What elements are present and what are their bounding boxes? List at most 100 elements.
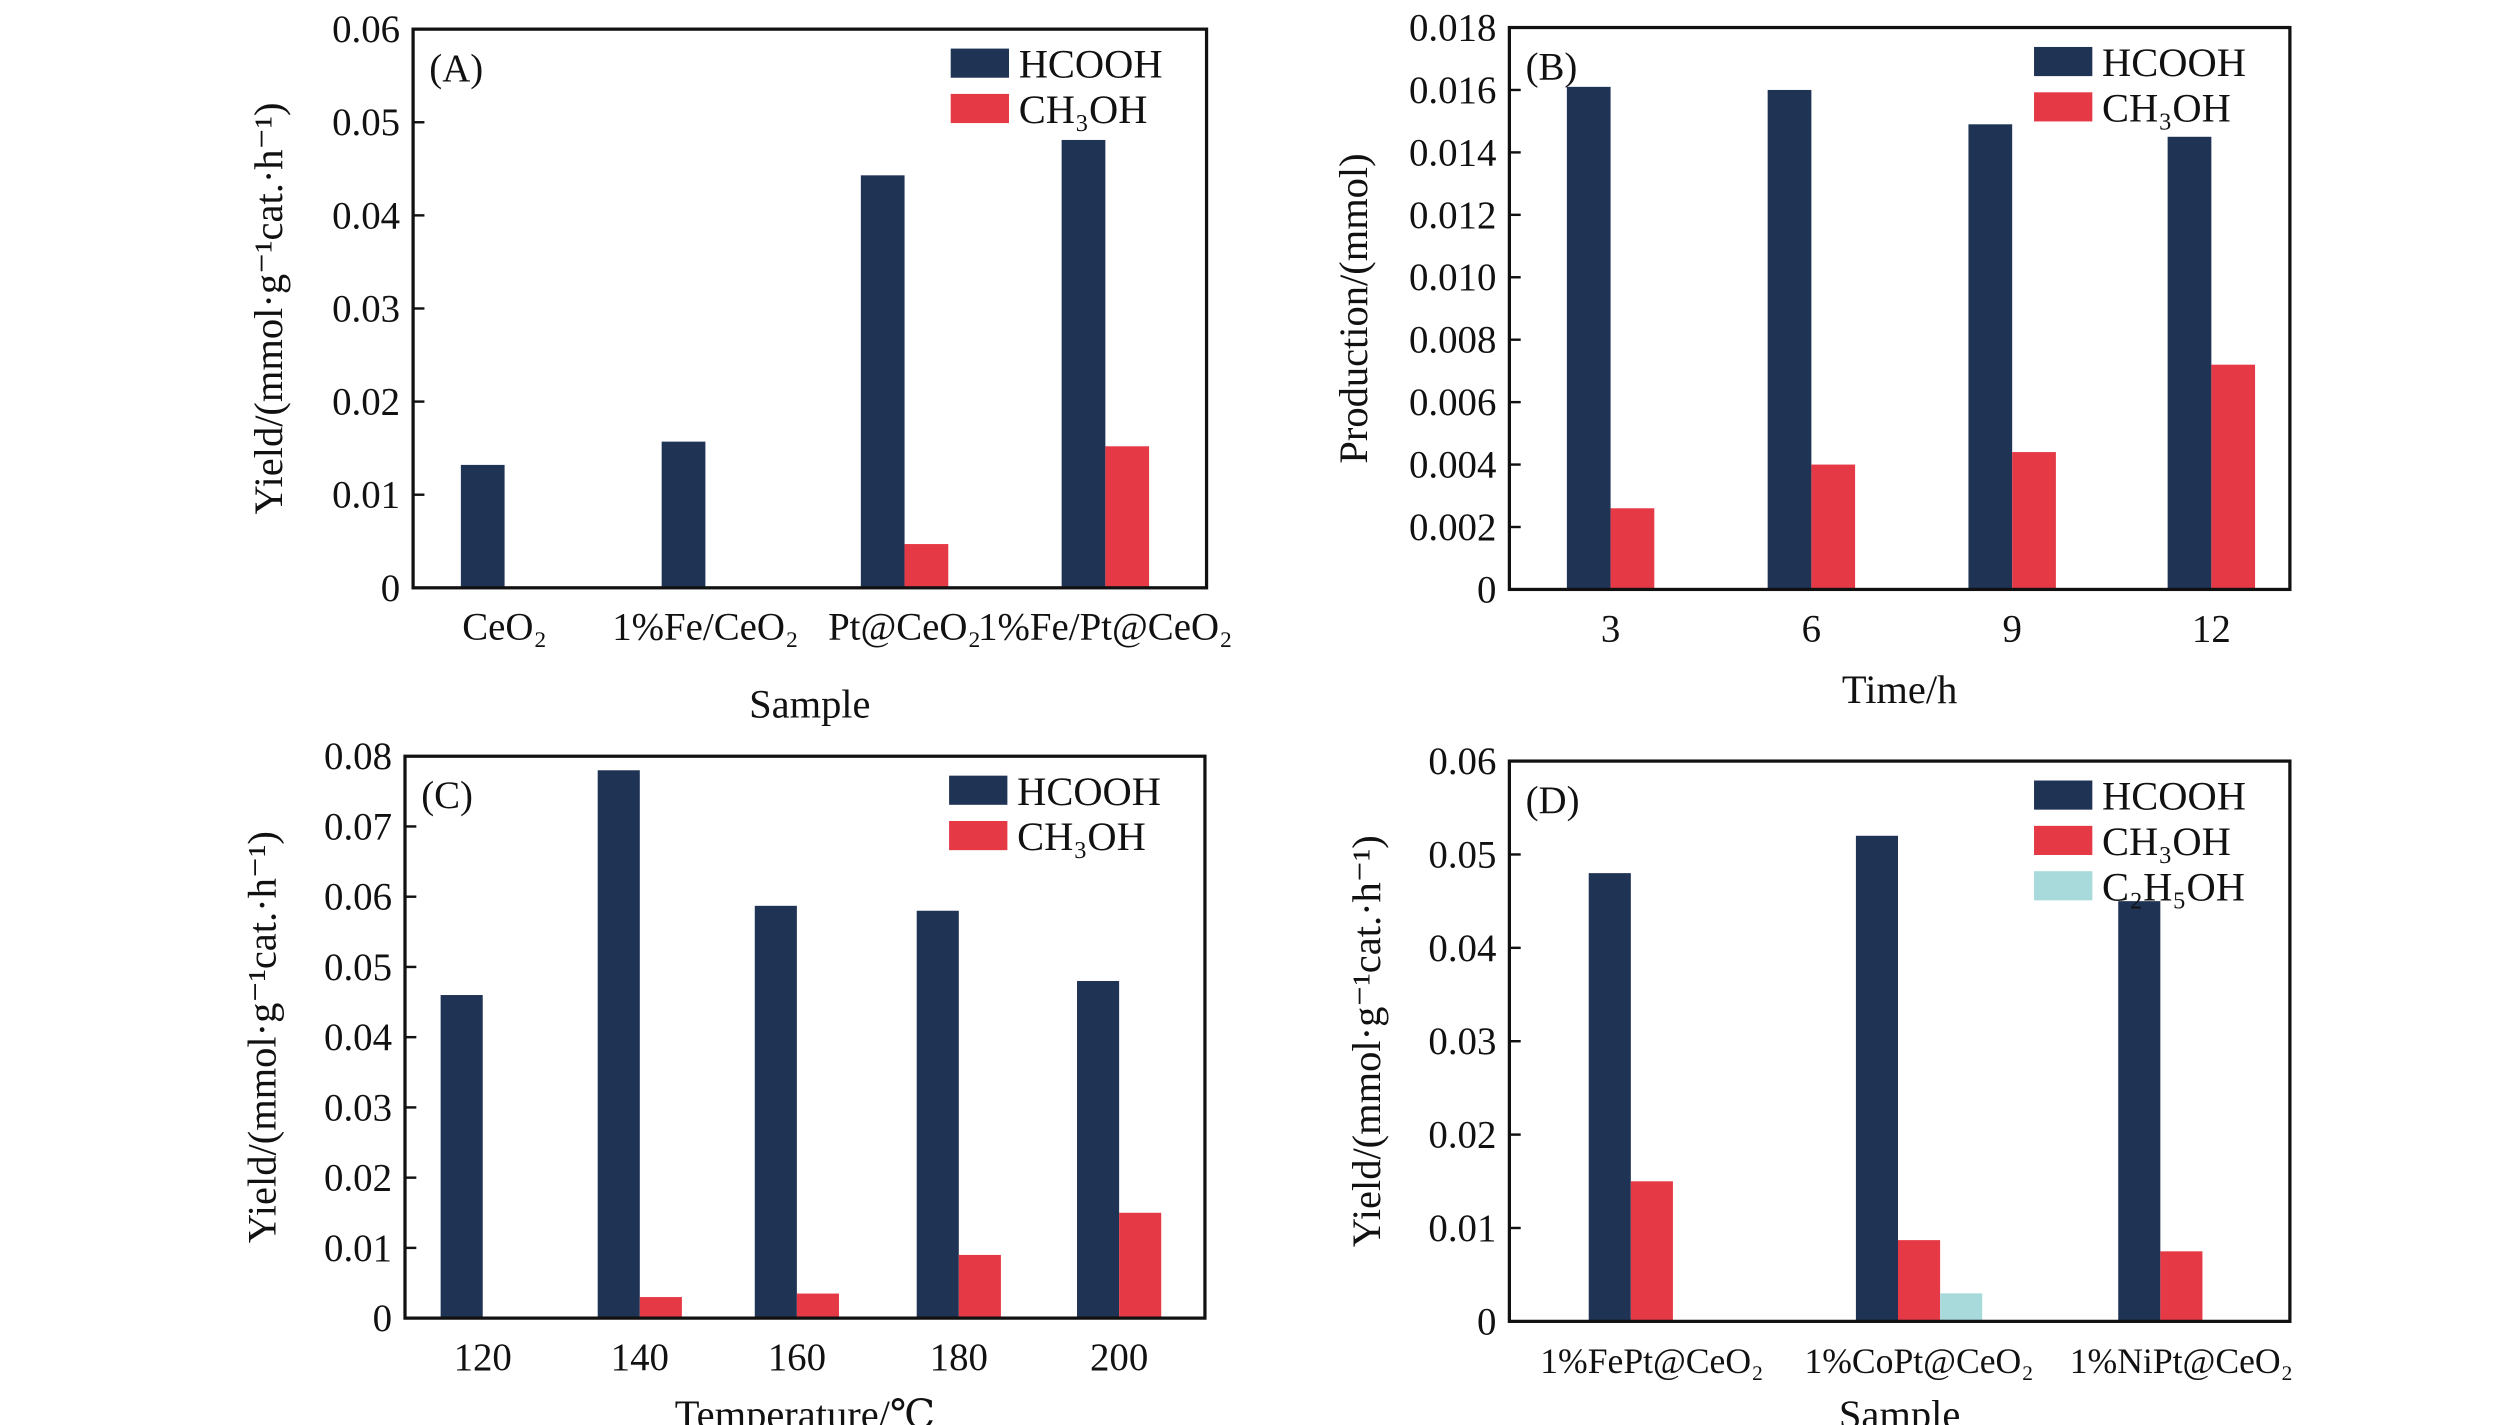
bar-ch3oh-4 (1119, 1212, 1162, 1319)
y-tick-label: 0.01 (1428, 1207, 1496, 1250)
y-axis-label: Yield/(mmol·g⁻¹cat.·h⁻¹) (246, 102, 291, 514)
y-tick-label: 0.04 (332, 194, 400, 237)
y-tick-label: 0 (373, 1297, 392, 1340)
bar-hcooh-2 (754, 905, 797, 1319)
bar-hcooh-0 (1566, 86, 1611, 590)
x-tick-label: 1%Fe/Pt@CeO₂ (978, 606, 1232, 649)
panel-label: (A) (429, 47, 483, 90)
y-tick-label: 0.004 (1409, 444, 1496, 487)
y-tick-label: 0.02 (332, 381, 400, 424)
x-tick-label: 1%NiPt@CeO₂ (2070, 1341, 2293, 1381)
legend-label-ch3oh: CH₃OH (1017, 814, 1146, 859)
y-tick-label: 0.06 (332, 8, 400, 51)
y-tick-label: 0.02 (324, 1157, 392, 1200)
x-tick-label: 6 (1802, 607, 1821, 650)
bar-ch3oh-1 (1898, 1240, 1941, 1322)
legend-swatch-hcooh (2034, 780, 2093, 810)
y-tick-label: 0.04 (324, 1016, 392, 1059)
y-axis-label: Yield/(mmol·g⁻¹cat.·h⁻¹) (239, 831, 284, 1243)
x-tick-label: 1%Fe/CeO₂ (612, 606, 798, 649)
x-tick-label: 160 (768, 1336, 826, 1379)
legend-label-c2h5oh: C₂H₅OH (2102, 864, 2245, 909)
bar-ch3oh-2 (796, 1293, 839, 1319)
bar-ch3oh-0 (1610, 508, 1655, 590)
bar-ch3oh-1 (639, 1297, 682, 1319)
chart-panel-c: 120 140 160 180 200 0 0.01 0.02 0.03 0.04 0.05 0.06… (239, 735, 1207, 1425)
y-tick-label: 0.06 (324, 876, 392, 919)
legend-label-ch3oh: CH₃OH (2102, 85, 2231, 130)
x-tick-label: 3 (1601, 607, 1620, 650)
bar-ch3oh-0 (1630, 1181, 1673, 1322)
bar-ch3oh-2 (904, 544, 949, 588)
bar-hcooh-3 (2167, 136, 2212, 590)
bar-hcooh-0 (460, 464, 505, 588)
x-tick-label: 180 (930, 1336, 988, 1379)
panel-label: (D) (1526, 779, 1580, 822)
y-tick-label: 0.014 (1409, 131, 1496, 174)
bar-hcooh-1 (1855, 835, 1899, 1322)
x-axis-label: Sample (749, 681, 870, 726)
y-tick-label: 0.03 (324, 1086, 392, 1129)
bar-hcooh-0 (1588, 873, 1631, 1322)
bar-hcooh-2 (1968, 124, 2013, 590)
y-tick-label: 0.08 (324, 735, 392, 778)
y-tick-label: 0.03 (1428, 1020, 1496, 1063)
x-tick-label: 1%CoPt@CeO₂ (1804, 1341, 2033, 1381)
y-tick-label: 0.016 (1409, 69, 1496, 112)
bar-hcooh-1 (661, 441, 706, 588)
bar-hcooh-0 (440, 995, 483, 1319)
legend-swatch-c2h5oh (2034, 871, 2093, 901)
chart-panel-b: 3 6 9 12 0 0.002 0.004 0.006 0.008 0.010 0.012 0.01… (1331, 6, 2292, 712)
y-tick-label: 0.008 (1409, 319, 1496, 362)
x-axis-label: Temperature/℃ (675, 1392, 935, 1425)
legend-label-hcooh: HCOOH (1019, 42, 1163, 87)
y-tick-label: 0.012 (1409, 194, 1496, 237)
legend-swatch-ch3oh (2034, 825, 2093, 855)
legend-swatch-ch3oh (950, 93, 1010, 124)
x-tick-label: CeO₂ (462, 606, 547, 649)
plot-frame (1507, 25, 2292, 592)
y-tick-label: 0 (1477, 1300, 1496, 1343)
y-tick-label: 0.002 (1409, 506, 1496, 549)
bar-ch3oh-2 (2012, 452, 2056, 590)
legend-label-ch3oh: CH₃OH (2102, 819, 2231, 864)
y-tick-label: 0.04 (1428, 927, 1496, 970)
x-tick-label: 9 (2002, 607, 2021, 650)
bar-ch3oh-1 (1811, 464, 1856, 590)
x-axis-label: Sample (1839, 1392, 1960, 1425)
legend-swatch-hcooh (950, 48, 1010, 78)
bar-hcooh-4 (1077, 980, 1120, 1319)
x-tick-label: 1%FePt@CeO₂ (1540, 1341, 1763, 1381)
panel-label: (B) (1526, 45, 1578, 88)
bar-hcooh-2 (2118, 901, 2161, 1322)
y-tick-label: 0.01 (324, 1227, 392, 1270)
y-tick-label: 0.006 (1409, 381, 1496, 424)
y-tick-label: 0.07 (324, 805, 392, 848)
legend-swatch-ch3oh (2034, 92, 2093, 122)
legend-label-hcooh: HCOOH (1017, 769, 1161, 814)
y-tick-label: 0 (381, 567, 400, 610)
bar-c2h5oh-1 (1940, 1293, 1983, 1322)
legend-label-ch3oh: CH₃OH (1019, 87, 1148, 132)
x-axis-label: Time/h (1842, 667, 1957, 712)
legend-label-hcooh: HCOOH (2102, 40, 2246, 85)
y-tick-label: 0.05 (332, 101, 400, 144)
bar-ch3oh-3 (958, 1254, 1001, 1319)
x-tick-label: 200 (1090, 1336, 1148, 1379)
legend-swatch-hcooh (2034, 46, 2093, 77)
x-tick-label: 120 (454, 1336, 512, 1379)
bar-hcooh-1 (1767, 89, 1812, 590)
bar-hcooh-3 (1061, 139, 1106, 588)
legend-swatch-ch3oh (949, 820, 1008, 851)
y-tick-label: 0.01 (332, 474, 400, 517)
bar-hcooh-2 (860, 175, 905, 588)
bar-hcooh-1 (597, 770, 640, 1319)
y-tick-label: 0.02 (1428, 1114, 1496, 1157)
y-tick-label: 0.018 (1409, 6, 1496, 49)
bar-ch3oh-2 (2160, 1251, 2203, 1322)
bar-ch3oh-3 (1105, 446, 1150, 588)
legend-swatch-hcooh (949, 775, 1008, 805)
x-tick-label: 140 (611, 1336, 669, 1379)
